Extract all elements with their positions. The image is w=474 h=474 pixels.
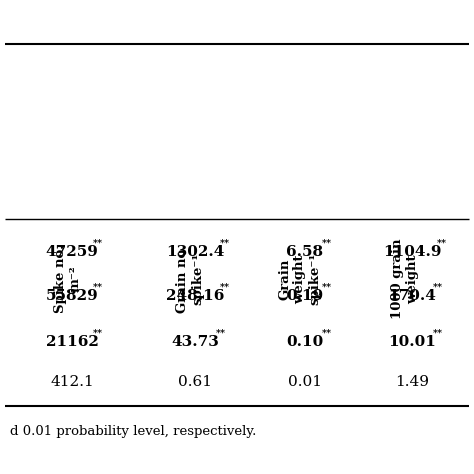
Text: 248.16: 248.16 xyxy=(166,289,224,303)
Text: **: ** xyxy=(220,283,230,292)
Text: 1.49: 1.49 xyxy=(395,375,429,389)
Text: **: ** xyxy=(433,283,443,292)
Text: **: ** xyxy=(93,283,103,292)
Text: 55829: 55829 xyxy=(46,289,99,303)
Text: 10.01: 10.01 xyxy=(388,335,436,349)
Text: 412.1: 412.1 xyxy=(50,375,94,389)
Text: **: ** xyxy=(322,329,332,338)
Text: 1302.4: 1302.4 xyxy=(166,245,224,259)
Text: 21162: 21162 xyxy=(46,335,99,349)
Text: d 0.01 probability level, respectively.: d 0.01 probability level, respectively. xyxy=(10,426,256,438)
Text: 0.10: 0.10 xyxy=(286,335,324,349)
Text: 170.4: 170.4 xyxy=(388,289,436,303)
Text: 0.61: 0.61 xyxy=(178,375,212,389)
Text: **: ** xyxy=(322,239,332,248)
Text: **: ** xyxy=(322,283,332,292)
Text: **: ** xyxy=(220,239,230,248)
Text: 1104.9: 1104.9 xyxy=(383,245,441,259)
Text: Grain no.
spike⁻¹: Grain no. spike⁻¹ xyxy=(176,245,204,313)
Text: **: ** xyxy=(93,239,103,248)
Text: 47259: 47259 xyxy=(46,245,99,259)
Text: **: ** xyxy=(93,329,103,338)
Text: 6.58: 6.58 xyxy=(286,245,324,259)
Text: Grain
weight
spike⁻¹: Grain weight spike⁻¹ xyxy=(279,253,321,305)
Text: Spike no.
m⁻²: Spike no. m⁻² xyxy=(54,245,82,313)
Text: 1000 grain
weight: 1000 grain weight xyxy=(391,239,419,319)
Text: **: ** xyxy=(216,329,226,338)
Text: 43.73: 43.73 xyxy=(171,335,219,349)
Text: **: ** xyxy=(437,239,447,248)
Text: **: ** xyxy=(433,329,443,338)
Text: 0.19: 0.19 xyxy=(286,289,324,303)
Text: 0.01: 0.01 xyxy=(288,375,322,389)
